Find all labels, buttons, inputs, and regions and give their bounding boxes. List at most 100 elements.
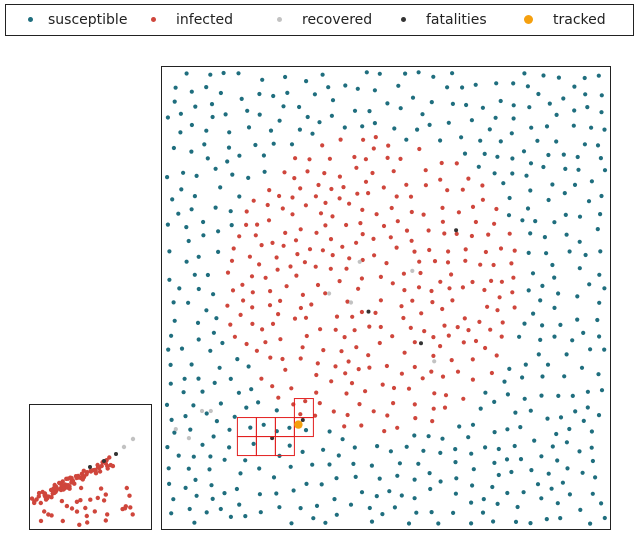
infected-point (394, 194, 399, 199)
susceptible-point (334, 512, 339, 517)
infected-point (290, 212, 295, 217)
infected-point (344, 391, 349, 396)
susceptible-point (319, 482, 324, 487)
infected-point (409, 238, 414, 243)
susceptible-point (544, 124, 550, 129)
infected-point (280, 356, 285, 362)
susceptible-point (222, 491, 227, 496)
infected-point (402, 288, 407, 293)
susceptible-point (539, 496, 544, 501)
susceptible-point (571, 123, 576, 128)
susceptible-point (589, 445, 594, 450)
susceptible-point (246, 175, 251, 180)
inset-infected-point (130, 512, 135, 517)
infected-point (460, 187, 465, 192)
susceptible-point (576, 167, 581, 172)
susceptible-point (438, 479, 443, 484)
infected-point (225, 270, 231, 275)
susceptible-point (258, 510, 263, 515)
infected-point (345, 412, 350, 418)
infected-point (244, 209, 249, 214)
inset-infected-point (103, 492, 109, 497)
infected-point (406, 386, 412, 391)
susceptible-point (261, 153, 266, 158)
susceptible-point (522, 71, 527, 76)
susceptible-point (352, 108, 358, 113)
infected-point (384, 363, 389, 369)
susceptible-point (214, 419, 219, 424)
infected-point (494, 206, 499, 212)
tracking-grid-cell (293, 417, 314, 438)
inset-infected-point (105, 512, 110, 517)
infected-point (232, 334, 237, 339)
infected-point (255, 222, 260, 227)
susceptible-point (517, 334, 522, 339)
susceptible-point (214, 316, 219, 321)
susceptible-point (490, 484, 495, 490)
infected-point (266, 218, 272, 223)
susceptible-point (271, 141, 276, 146)
susceptible-point (583, 252, 588, 258)
infected-point (320, 143, 325, 148)
susceptible-point (575, 317, 580, 322)
susceptible-point (567, 249, 572, 254)
susceptible-point (168, 362, 173, 367)
susceptible-point (412, 496, 417, 501)
susceptible-point (495, 154, 500, 159)
susceptible-point (496, 472, 501, 478)
susceptible-point (314, 503, 320, 508)
susceptible-point (192, 520, 197, 525)
susceptible-point (513, 519, 519, 524)
infected-point (494, 353, 499, 358)
susceptible-point (491, 519, 496, 524)
inset-recovered-point (130, 436, 136, 442)
legend-label-tracked: tracked (553, 12, 606, 28)
infected-point (412, 402, 417, 407)
susceptible-point (326, 85, 331, 90)
susceptible-point (397, 461, 402, 466)
infected-point (398, 156, 403, 161)
susceptible-point (464, 102, 469, 108)
susceptible-point (221, 70, 226, 76)
susceptible-point (164, 402, 170, 407)
infected-point (328, 237, 334, 242)
infected-point (389, 205, 394, 211)
infected-dot-icon (151, 17, 156, 22)
inset-infected-point (123, 504, 128, 509)
susceptible-point (602, 168, 608, 173)
susceptible-point (229, 223, 234, 228)
inset-recovered-point (121, 444, 127, 450)
susceptible-point (277, 505, 282, 510)
susceptible-point (578, 507, 583, 512)
infected-point (483, 345, 488, 351)
infected-point (367, 365, 372, 370)
susceptible-point (596, 413, 602, 418)
infected-point (294, 273, 299, 278)
susceptible-point (596, 73, 601, 78)
tracking-grid-cell (236, 417, 257, 438)
susceptible-point (262, 169, 267, 174)
susceptible-point (505, 427, 510, 432)
infected-point (432, 391, 437, 396)
susceptible-point (565, 466, 570, 471)
infected-point (283, 367, 288, 372)
susceptible-point (520, 375, 525, 380)
simulation-plot-svg (164, 70, 608, 526)
susceptible-point (502, 379, 507, 384)
susceptible-point (360, 124, 365, 129)
susceptible-point (598, 212, 603, 217)
susceptible-point (426, 434, 431, 439)
infected-point (267, 303, 273, 308)
inset-infected-point (34, 497, 39, 502)
susceptible-point (481, 497, 486, 502)
susceptible-point (211, 434, 216, 439)
susceptible-point (493, 115, 498, 120)
inset-infected-point (57, 480, 62, 486)
susceptible-point (195, 320, 201, 325)
susceptible-point (323, 520, 328, 525)
infected-point (289, 386, 294, 391)
susceptible-point (492, 430, 497, 435)
susceptible-point (194, 173, 199, 178)
infected-point (343, 371, 348, 376)
inset-infected-point (99, 463, 104, 469)
